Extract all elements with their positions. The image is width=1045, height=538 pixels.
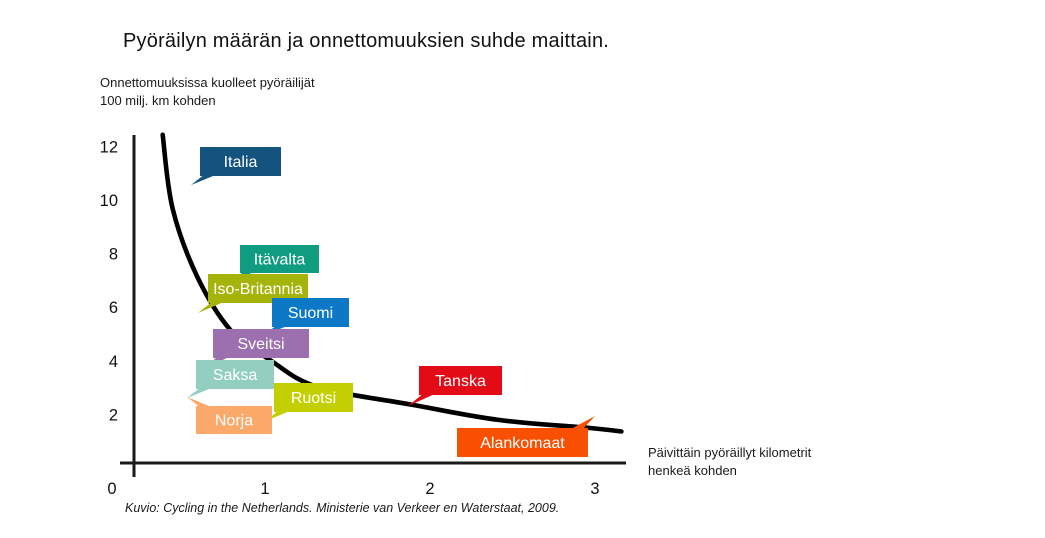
x-axis-title-line1: Päivittäin pyöräillyt kilometrit bbox=[648, 445, 812, 460]
callout-tail bbox=[569, 416, 595, 430]
x-tick-label: 3 bbox=[590, 480, 599, 498]
country-name: Tanska bbox=[435, 373, 486, 390]
country-name: Norja bbox=[215, 413, 253, 430]
trend-curve bbox=[160, 132, 624, 434]
y-axis-title-line2: 100 milj. km kohden bbox=[100, 93, 216, 108]
country-name: Alankomaat bbox=[480, 435, 565, 452]
y-tick-label: 10 bbox=[100, 192, 118, 210]
callout-box bbox=[213, 329, 309, 358]
x-tick-label: 2 bbox=[425, 480, 434, 498]
country-label-tanska: Tanska bbox=[408, 366, 502, 406]
y-tick-label: 6 bbox=[109, 299, 118, 317]
y-tick-label: 8 bbox=[109, 246, 118, 264]
x-axis-title-line2: henkeä kohden bbox=[648, 463, 737, 478]
callout-box bbox=[274, 383, 353, 412]
callout-box bbox=[457, 428, 588, 457]
country-label-saksa: Saksa bbox=[187, 360, 274, 398]
callout-box bbox=[196, 360, 274, 389]
y-axis-title-line1: Onnettomuuksissa kuolleet pyöräilijät bbox=[100, 75, 315, 90]
x-tick-label: 1 bbox=[260, 480, 269, 498]
country-label-suomi: Suomi bbox=[264, 298, 349, 335]
callout-tail bbox=[187, 387, 214, 398]
country-name: Suomi bbox=[288, 305, 333, 322]
x-axis-title: Päivittäin pyöräillyt kilometrit henkeä … bbox=[648, 444, 811, 480]
country-name: Sveitsi bbox=[237, 336, 284, 353]
y-tick-label: 4 bbox=[109, 353, 118, 371]
y-tick-label: 2 bbox=[109, 406, 118, 424]
country-name: Itävalta bbox=[254, 252, 306, 269]
callout-tail bbox=[198, 301, 226, 313]
country-label-norja: Norja bbox=[187, 397, 272, 434]
callout-tail bbox=[187, 397, 214, 408]
country-name: Italia bbox=[224, 154, 258, 171]
country-label-ruotsi: Ruotsi bbox=[266, 383, 353, 421]
callout-tail bbox=[408, 393, 437, 406]
country-label-sveitsi: Sveitsi bbox=[204, 329, 309, 369]
country-label-italia: Italia bbox=[191, 147, 281, 185]
callout-box bbox=[240, 245, 319, 273]
x-tick-label: 0 bbox=[107, 480, 116, 498]
callout-box bbox=[272, 298, 349, 327]
page-title: Pyöräilyn määrän ja onnettomuuksien suhd… bbox=[123, 30, 610, 52]
country-label-alankomaat: Alankomaat bbox=[457, 416, 595, 457]
country-name: Saksa bbox=[213, 367, 258, 384]
y-axis-title: Onnettomuuksissa kuolleet pyöräilijät 10… bbox=[100, 74, 315, 110]
callout-box bbox=[419, 366, 502, 395]
source-note: Kuvio: Cycling in the Netherlands. Minis… bbox=[125, 501, 560, 515]
country-name: Ruotsi bbox=[291, 390, 336, 407]
callout-box bbox=[200, 147, 281, 176]
country-name: Iso-Britannia bbox=[213, 281, 303, 298]
y-tick-label: 12 bbox=[100, 138, 118, 156]
callout-tail bbox=[266, 410, 292, 421]
callout-tail bbox=[191, 174, 218, 185]
callout-box bbox=[196, 406, 272, 434]
